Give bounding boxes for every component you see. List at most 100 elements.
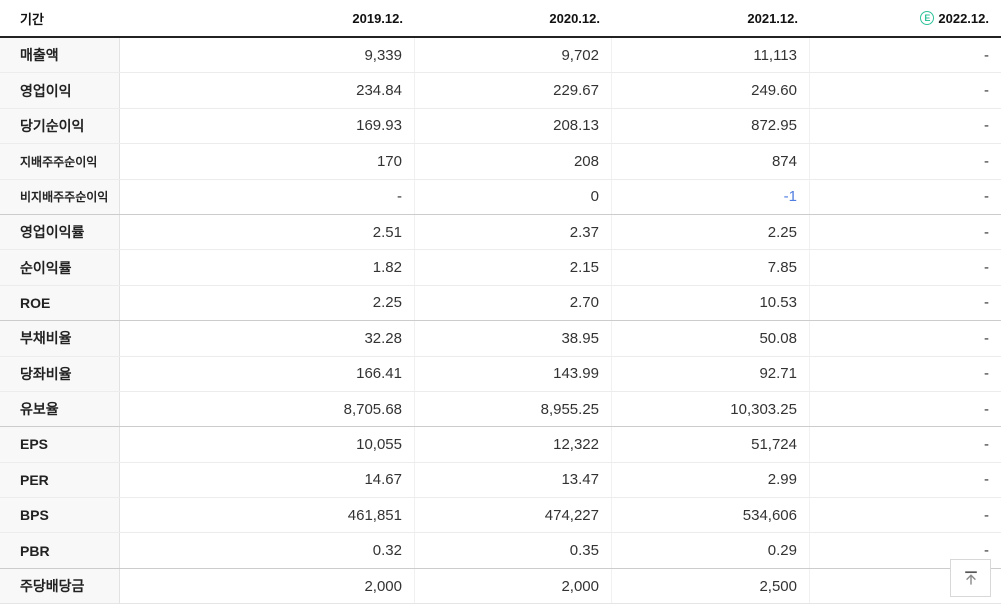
period-header-cell: 기간 [0,0,120,36]
table-cell: - [984,329,989,347]
table-cell: 9,339 [120,38,415,73]
table-cell: 208.13 [415,108,612,144]
table-cell: - [984,259,989,277]
row-label: EPS [0,427,120,462]
table-row: 주당배당금 2,000 2,000 2,500 - [0,568,1001,604]
table-cell: - [984,400,989,418]
table-cell: - [984,365,989,383]
table-row: PER 14.67 13.47 2.99 - [0,462,1001,499]
table-row: 매출액 9,339 9,702 11,113 - [0,38,1001,74]
table-cell: 874 [612,144,810,179]
row-label: PBR [0,533,120,568]
row-label: 지배주주순이익 [0,144,120,179]
table-cell: 50.08 [612,321,810,356]
table-cell: 170 [120,144,415,179]
table-row: ROE 2.25 2.70 10.53 - [0,285,1001,322]
table-cell: 92.71 [612,356,810,391]
table-cell: 10,303.25 [612,391,810,427]
column-header-2020: 2020.12. [415,0,612,36]
table-cell: 9,702 [415,38,612,73]
row-label: 매출액 [0,38,120,73]
column-header-2021: 2021.12. [612,0,810,36]
column-header-label: 2019.12. [352,10,403,26]
row-label: 영업이익 [0,73,120,108]
table-cell: - [984,506,989,524]
table-cell: 143.99 [415,356,612,391]
row-label: BPS [0,498,120,533]
table-cell: -1 [612,179,810,214]
row-label: PER [0,462,120,498]
table-cell: 14.67 [120,462,415,498]
table-cell: 32.28 [120,321,415,356]
column-header-label: 2022.12. [938,10,989,26]
row-label: 순이익률 [0,250,120,285]
table-cell: - [120,179,415,214]
table-cell: - [984,471,989,489]
table-row: 비지배주주순이익 - 0 -1 - [0,179,1001,215]
table-cell: 2.99 [612,462,810,498]
table-cell: 0.29 [612,533,810,568]
period-header-label: 기간 [20,11,44,27]
table-cell: - [984,542,989,560]
table-cell: 2.25 [120,285,415,321]
table-row: 영업이익률 2.51 2.37 2.25 - [0,214,1001,251]
table-cell: 0 [415,179,612,214]
table-cell: - [984,117,989,135]
scroll-to-top-button[interactable] [950,559,991,597]
table-cell: 0.35 [415,533,612,568]
table-cell: 51,724 [612,427,810,462]
table-cell: - [984,435,989,453]
table-cell: 229.67 [415,73,612,108]
table-cell: 2.25 [612,214,810,250]
estimate-icon: E [920,11,935,25]
table-row: EPS 10,055 12,322 51,724 - [0,427,1001,463]
table-row: 당좌비율 166.41 143.99 92.71 - [0,356,1001,392]
table-cell: 2,000 [415,568,612,604]
column-header-label: 2020.12. [549,10,600,26]
row-label: 유보율 [0,391,120,427]
table-row: 부채비율 32.28 38.95 50.08 - [0,321,1001,357]
table-row: 유보율 8,705.68 8,955.25 10,303.25 - [0,391,1001,428]
table-cell: 38.95 [415,321,612,356]
table-row: PBR 0.32 0.35 0.29 - [0,533,1001,569]
table-cell: - [984,152,989,170]
arrow-up-to-line-icon [964,571,977,585]
table-cell: 2.15 [415,250,612,285]
table-cell: - [984,294,989,312]
table-cell: - [984,46,989,64]
table-cell: 2,500 [612,568,810,604]
column-header-2019: 2019.12. [120,0,415,36]
table-cell: 7.85 [612,250,810,285]
table-cell: - [984,82,989,100]
table-cell: 10,055 [120,427,415,462]
table-cell: 169.93 [120,108,415,144]
table-cell: - [984,223,989,241]
table-cell: 474,227 [415,498,612,533]
table-cell: 234.84 [120,73,415,108]
table-cell: - [984,188,989,206]
table-row: 지배주주순이익 170 208 874 - [0,144,1001,180]
table-cell: 2.37 [415,214,612,250]
table-cell: 0.32 [120,533,415,568]
table-cell: 208 [415,144,612,179]
row-label: 부채비율 [0,321,120,356]
row-label: ROE [0,285,120,321]
table-cell: 8,705.68 [120,391,415,427]
table-cell: 8,955.25 [415,391,612,427]
row-label: 당기순이익 [0,108,120,144]
table-cell: 12,322 [415,427,612,462]
table-cell: 461,851 [120,498,415,533]
table-cell: 10.53 [612,285,810,321]
table-row: 당기순이익 169.93 208.13 872.95 - [0,108,1001,145]
table-row: BPS 461,851 474,227 534,606 - [0,498,1001,534]
table-cell: 2.51 [120,214,415,250]
row-label: 당좌비율 [0,356,120,391]
table-header-row: 기간 2019.12. 2020.12. 2021.12. E 2022.12. [0,0,1001,38]
row-label: 비지배주주순이익 [0,179,120,214]
row-label: 주당배당금 [0,568,120,604]
table-cell: 2.70 [415,285,612,321]
table-cell: 249.60 [612,73,810,108]
row-label: 영업이익률 [0,214,120,250]
